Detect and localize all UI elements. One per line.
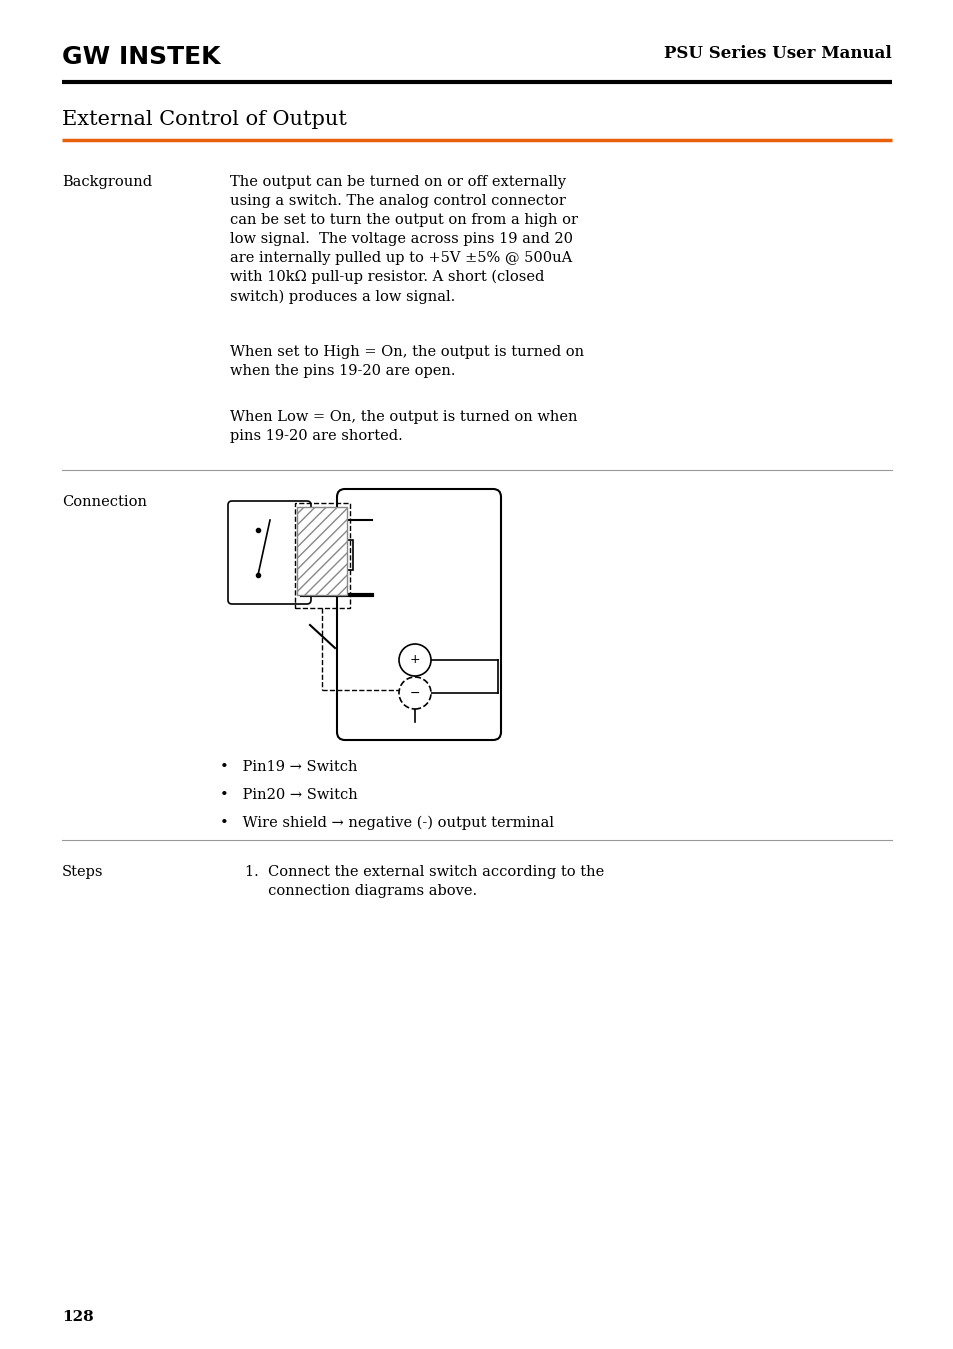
- Text: 1.  Connect the external switch according to the
     connection diagrams above.: 1. Connect the external switch according…: [245, 865, 603, 898]
- Text: •   Pin19 → Switch: • Pin19 → Switch: [220, 759, 357, 774]
- FancyBboxPatch shape: [228, 500, 311, 604]
- Text: Connection: Connection: [62, 495, 147, 509]
- Text: Background: Background: [62, 175, 152, 189]
- Bar: [337, 540, 353, 571]
- Text: −: −: [410, 687, 420, 700]
- Text: GW INSTEK: GW INSTEK: [62, 45, 220, 69]
- Text: +: +: [409, 653, 420, 666]
- Text: The output can be turned on or off externally
using a switch. The analog control: The output can be turned on or off exter…: [230, 175, 578, 304]
- Text: 128: 128: [62, 1310, 93, 1323]
- Circle shape: [398, 643, 431, 676]
- Bar: [296, 507, 347, 595]
- Text: Steps: Steps: [62, 865, 103, 880]
- Text: When set to High = On, the output is turned on
when the pins 19-20 are open.: When set to High = On, the output is tur…: [230, 345, 583, 378]
- Text: External Control of Output: External Control of Output: [62, 111, 347, 130]
- FancyBboxPatch shape: [336, 488, 500, 741]
- Text: When Low = On, the output is turned on when
pins 19-20 are shorted.: When Low = On, the output is turned on w…: [230, 410, 577, 442]
- Bar: [294, 503, 350, 608]
- Circle shape: [398, 677, 431, 710]
- Text: •   Pin20 → Switch: • Pin20 → Switch: [220, 788, 357, 803]
- Text: PSU Series User Manual: PSU Series User Manual: [663, 45, 891, 62]
- Text: •   Wire shield → negative (-) output terminal: • Wire shield → negative (-) output term…: [220, 816, 554, 831]
